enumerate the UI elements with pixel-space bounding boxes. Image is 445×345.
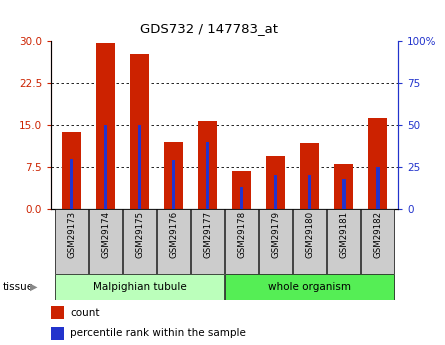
Bar	[293, 209, 326, 274]
Bar	[157, 209, 190, 274]
Bar	[232, 171, 251, 209]
Text: tissue: tissue	[2, 282, 33, 292]
Text: ▶: ▶	[30, 282, 37, 292]
Text: whole organism: whole organism	[268, 282, 351, 292]
Bar	[225, 274, 394, 300]
Bar	[172, 160, 175, 209]
Text: GSM29173: GSM29173	[67, 211, 76, 258]
Bar	[138, 125, 142, 209]
Bar	[51, 306, 65, 319]
Text: count: count	[70, 308, 100, 318]
Bar	[274, 175, 277, 209]
Bar	[328, 209, 360, 274]
Text: Malpighian tubule: Malpighian tubule	[93, 282, 186, 292]
Bar	[164, 142, 183, 209]
Text: GSM29176: GSM29176	[169, 211, 178, 258]
Bar	[225, 209, 258, 274]
Bar	[96, 43, 115, 209]
Bar	[55, 209, 88, 274]
Bar	[104, 125, 107, 209]
Text: percentile rank within the sample: percentile rank within the sample	[70, 328, 246, 338]
Bar	[130, 54, 149, 209]
Bar	[55, 274, 224, 300]
Text: GSM29174: GSM29174	[101, 211, 110, 258]
Text: GSM29182: GSM29182	[373, 211, 382, 258]
Bar	[376, 167, 380, 209]
Bar	[206, 142, 210, 209]
Bar	[259, 209, 292, 274]
Bar	[191, 209, 224, 274]
Text: GSM29178: GSM29178	[237, 211, 246, 258]
Bar	[70, 158, 73, 209]
Bar	[198, 121, 217, 209]
Bar	[361, 209, 394, 274]
Bar	[267, 156, 285, 209]
Bar	[342, 179, 345, 209]
Text: GSM29177: GSM29177	[203, 211, 212, 258]
Bar	[240, 187, 243, 209]
Text: GDS732 / 147783_at: GDS732 / 147783_at	[140, 22, 278, 36]
Text: GSM29179: GSM29179	[271, 211, 280, 258]
Text: GSM29180: GSM29180	[305, 211, 314, 258]
Bar	[308, 175, 312, 209]
Bar	[89, 209, 122, 274]
Text: GSM29175: GSM29175	[135, 211, 144, 258]
Bar	[51, 327, 65, 340]
Bar	[62, 132, 81, 209]
Bar	[123, 209, 156, 274]
Bar	[368, 118, 387, 209]
Bar	[335, 164, 353, 209]
Text: GSM29181: GSM29181	[340, 211, 348, 258]
Bar	[300, 143, 319, 209]
